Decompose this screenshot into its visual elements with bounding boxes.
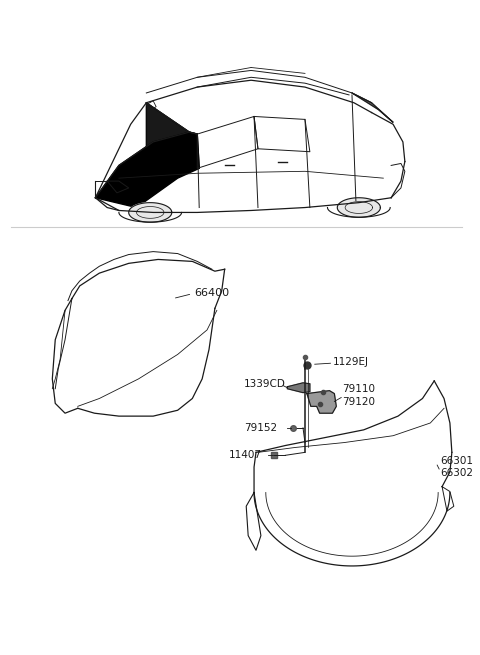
Polygon shape: [288, 383, 310, 392]
Text: 11407: 11407: [228, 450, 262, 460]
Text: 1339CD: 1339CD: [244, 379, 286, 389]
Text: 1129EJ: 1129EJ: [332, 357, 368, 367]
Polygon shape: [337, 198, 380, 217]
Polygon shape: [307, 390, 336, 413]
Text: 66400: 66400: [194, 288, 229, 298]
Text: 79110
79120: 79110 79120: [342, 384, 375, 407]
Polygon shape: [96, 132, 199, 208]
Polygon shape: [146, 103, 199, 168]
Polygon shape: [352, 93, 393, 122]
Polygon shape: [129, 202, 172, 222]
Text: 79152: 79152: [244, 423, 277, 433]
Text: 66301
66302: 66301 66302: [440, 456, 473, 478]
